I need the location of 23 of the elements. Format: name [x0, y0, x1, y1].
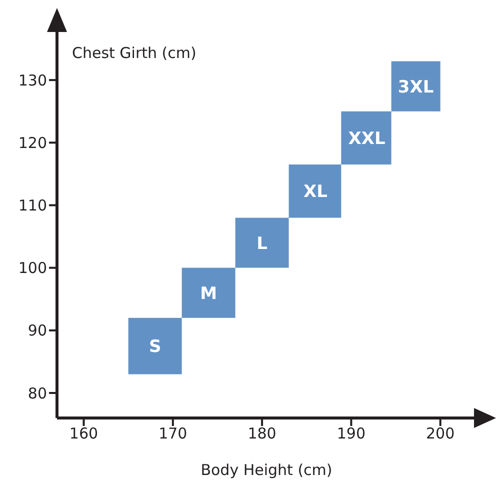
x-tick-label: 190	[336, 424, 366, 443]
bar	[288, 164, 342, 218]
x-axis-title: Body Height (cm)	[200, 461, 332, 479]
x-tick-label: 200	[426, 424, 455, 443]
x-tick-label: 160	[69, 424, 98, 443]
annotation: 3XL	[398, 77, 434, 98]
annotation: M	[200, 284, 218, 304]
y-tick-label: 130	[18, 71, 47, 90]
y-tick-label: 120	[18, 134, 47, 152]
bar	[182, 268, 236, 318]
annotation: XL	[304, 182, 328, 202]
annotation: S	[148, 337, 162, 358]
y-axis-title: Chest Girth (cm)	[72, 44, 196, 62]
x-tick-label: 180	[248, 424, 276, 443]
annotation: XXL	[348, 128, 386, 149]
y-tick-label: 80	[28, 384, 47, 402]
annotation: L	[256, 234, 268, 254]
x-tick-label: 170	[158, 424, 188, 443]
bar	[128, 318, 182, 374]
bar	[235, 218, 289, 268]
y-tick-label: 110	[18, 196, 47, 215]
y-tick-label: 100	[18, 259, 47, 278]
y-tick-label: 90	[28, 322, 47, 340]
